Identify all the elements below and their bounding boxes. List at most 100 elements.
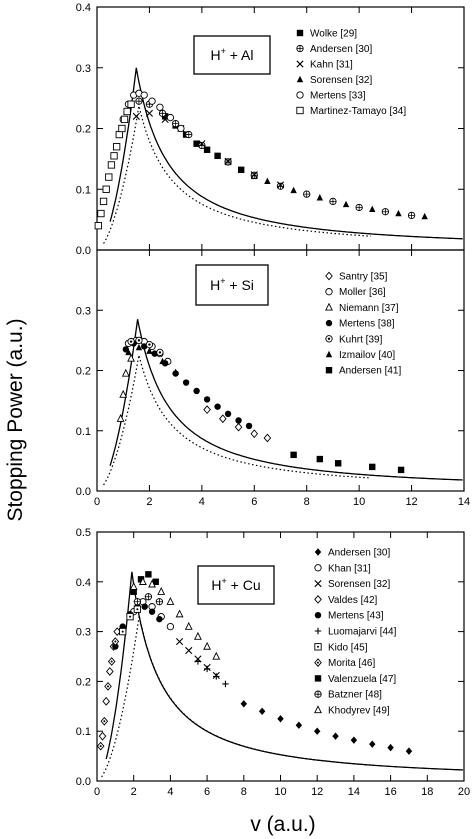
data-point xyxy=(290,451,297,459)
y-axis-label: Stopping Power (a.u.) xyxy=(4,318,27,521)
y-tick-label: 0.3 xyxy=(76,305,91,317)
data-point xyxy=(421,212,428,220)
data-point xyxy=(135,343,143,351)
legend-marker xyxy=(314,658,322,667)
legend-label: Kuhrt [39] xyxy=(339,334,383,345)
data-point xyxy=(112,643,119,650)
data-point xyxy=(369,463,376,471)
legend-label: Kahn [31] xyxy=(310,60,353,71)
legend-label: Khan [31] xyxy=(328,563,371,574)
legend-marker xyxy=(325,271,333,281)
data-point xyxy=(177,124,185,133)
data-point xyxy=(120,115,129,124)
legend-marker xyxy=(296,29,304,37)
data-point xyxy=(175,637,184,646)
data-point xyxy=(316,455,324,463)
theory-curve-dotted xyxy=(103,355,371,486)
legend-marker xyxy=(314,675,322,682)
legend-marker xyxy=(325,302,333,311)
legend-label: Luomajarvi [44] xyxy=(328,627,397,638)
data-point xyxy=(224,157,232,165)
data-point xyxy=(115,130,123,139)
data-point xyxy=(97,209,105,218)
x-tick-label: 18 xyxy=(421,786,433,798)
data-point xyxy=(132,112,140,120)
data-point xyxy=(133,605,142,613)
data-point xyxy=(387,743,394,752)
x-tick-label: 14 xyxy=(458,496,470,508)
data-point xyxy=(240,700,247,708)
legend-label: Niemann [37] xyxy=(339,303,399,314)
data-point xyxy=(130,588,137,595)
legend-marker xyxy=(325,319,333,327)
data-point xyxy=(182,379,190,386)
data-point xyxy=(110,152,118,160)
data-point xyxy=(145,571,152,578)
data-point xyxy=(184,621,193,630)
panel-label: H+ + Cu xyxy=(211,576,260,593)
data-point xyxy=(138,577,147,585)
data-point xyxy=(342,200,350,208)
data-point xyxy=(133,598,142,606)
data-point xyxy=(148,608,156,615)
data-point xyxy=(219,414,227,424)
data-point xyxy=(407,211,416,220)
x-tick-label: 4 xyxy=(199,496,205,508)
data-point xyxy=(212,651,221,660)
data-point xyxy=(148,579,156,588)
plot-frame xyxy=(96,531,465,782)
y-tick-label: 0.5 xyxy=(76,527,91,539)
x-tick-label: 10 xyxy=(353,496,365,508)
x-tick-label: 2 xyxy=(131,786,137,798)
data-point xyxy=(119,627,127,636)
theory-curve-solid xyxy=(105,571,464,771)
panel-label-box xyxy=(197,565,275,605)
data-point xyxy=(250,171,258,179)
data-point xyxy=(106,667,114,676)
legend-marker xyxy=(314,595,322,604)
data-point xyxy=(157,587,166,595)
y-tick-label: 0.2 xyxy=(76,366,91,378)
legend-label: Andersen [30] xyxy=(328,548,390,559)
y-tick-label: 0.2 xyxy=(76,124,91,136)
x-tick-label: 8 xyxy=(304,496,310,508)
data-point xyxy=(224,410,232,418)
data-point xyxy=(127,353,136,362)
data-point xyxy=(277,715,284,723)
legend-label: Wolke [29] xyxy=(310,29,357,40)
panel-label-box xyxy=(193,35,271,75)
data-point xyxy=(276,181,285,189)
data-point xyxy=(203,665,211,673)
data-point xyxy=(194,658,202,665)
theory-curve-solid xyxy=(109,67,463,240)
data-point xyxy=(203,641,212,650)
data-point xyxy=(156,103,164,111)
legend-label: Andersen [41] xyxy=(339,366,401,377)
data-point xyxy=(105,173,113,181)
data-point xyxy=(235,417,242,424)
data-point xyxy=(116,413,125,422)
legend-label: Khodyrev [49] xyxy=(328,706,390,717)
data-point xyxy=(405,747,413,755)
panel-label-box xyxy=(195,264,269,306)
data-point xyxy=(140,91,148,99)
panel-cu: 0 2 4 6 8 10 12 14 16 18 20 0.0 0.1 0.2 0.3 0.4 0.5 H+ + … xyxy=(76,527,470,798)
legend-label: Valdes [42] xyxy=(328,595,378,606)
legend-marker xyxy=(314,705,322,714)
data-point xyxy=(316,194,324,201)
legend-marker xyxy=(325,350,333,358)
x-tick-label: 12 xyxy=(311,786,323,798)
data-point xyxy=(146,347,153,354)
legend-label: Mertens [38] xyxy=(339,319,395,330)
legend-marker xyxy=(296,44,304,53)
data-point xyxy=(129,582,138,590)
data-point xyxy=(152,578,159,585)
legend-label: Morita [46] xyxy=(328,658,375,669)
y-tick-label: 0.1 xyxy=(76,184,91,196)
legend-label: Kido [45] xyxy=(328,642,368,653)
y-tick-label: 0.2 xyxy=(76,676,91,688)
data-point xyxy=(234,422,243,432)
data-point xyxy=(161,113,169,120)
data-point xyxy=(126,613,134,621)
data-point xyxy=(222,680,229,688)
